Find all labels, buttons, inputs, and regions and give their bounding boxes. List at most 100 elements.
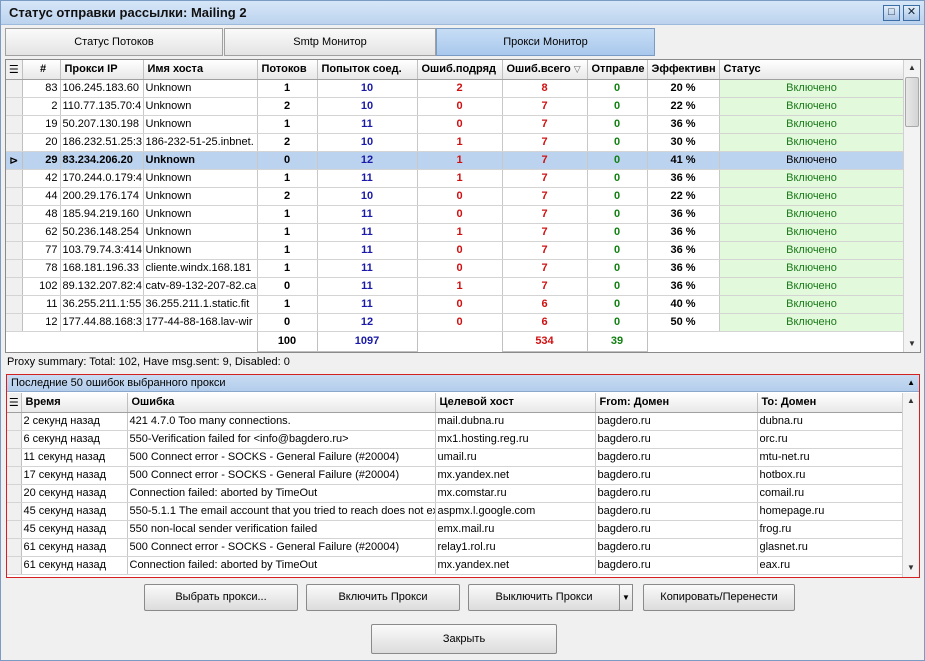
tab-proxy-monitor[interactable]: Прокси Монитор xyxy=(436,28,655,56)
proxy-host: 36.255.211.1.static.fit xyxy=(143,295,258,314)
proxy-sent: 0 xyxy=(587,151,648,170)
totals-empty-6 xyxy=(719,331,904,351)
proxy-errors-total: 7 xyxy=(502,259,588,278)
proxy-row[interactable]: 11 36.255.211.1:55 36.255.211.1.static.fit… xyxy=(6,295,905,314)
col-proxy-ip[interactable]: Прокси IP xyxy=(60,60,144,80)
error-row[interactable]: 17 секунд назад 500 Connect error - SOCKS… xyxy=(7,466,903,485)
col-from-domain[interactable]: From: Домен xyxy=(595,393,758,413)
window-title: Статус отправки рассылки: Mailing 2 xyxy=(9,5,247,20)
proxy-row[interactable]: 2 110.77.135.70:4 Unknown 2 10 0 7 0 22 % Включен… xyxy=(6,97,905,116)
tab-smtp-monitor[interactable]: Smtp Монитор xyxy=(224,28,436,56)
close-window-button[interactable]: ✕ xyxy=(903,5,920,21)
row-indicator xyxy=(6,241,23,260)
col-to-domain[interactable]: To: Домен xyxy=(757,393,903,413)
col-sent[interactable]: Отправле xyxy=(587,60,648,80)
proxy-ip: 186.232.51.25:3 xyxy=(60,133,144,152)
error-message: Connection failed: aborted by TimeOut xyxy=(127,484,436,503)
col-efficiency[interactable]: Эффективн xyxy=(647,60,720,80)
error-to-domain: homepage.ru xyxy=(757,502,903,521)
error-target-host: umail.ru xyxy=(435,448,596,467)
proxy-host: catv-89-132-207-82.ca xyxy=(143,277,258,296)
col-hostname[interactable]: Имя хоста xyxy=(143,60,258,80)
totals-spacer xyxy=(6,331,22,351)
proxy-ip: 168.181.196.33 xyxy=(60,259,144,278)
proxy-attempts: 11 xyxy=(317,295,418,314)
error-row-indicator xyxy=(7,466,22,485)
errors-scroll-up-icon[interactable]: ▲ xyxy=(907,396,915,405)
error-row[interactable]: 2 секунд назад 421 4.7.0 Too many connect… xyxy=(7,412,903,431)
col-threads[interactable]: Потоков xyxy=(257,60,318,80)
col-errors-row[interactable]: Ошиб.подряд xyxy=(417,60,503,80)
error-row[interactable]: 61 секунд назад Connection failed: aborte… xyxy=(7,556,903,575)
error-row[interactable]: 45 секунд назад 550 non-local sender veri… xyxy=(7,520,903,539)
proxy-row[interactable]: 12 177.44.88.168:3 177-44-88-168.lav-wir 0 1… xyxy=(6,313,905,332)
proxy-row[interactable]: 78 168.181.196.33 cliente.windx.168.181 1 11… xyxy=(6,259,905,278)
error-target-host: emx.mail.ru xyxy=(435,520,596,539)
proxy-sent: 0 xyxy=(587,97,648,116)
error-row-indicator xyxy=(7,538,22,557)
error-row[interactable]: 6 секунд назад 550-Verification failed fo… xyxy=(7,430,903,449)
proxy-attempts: 10 xyxy=(317,79,418,98)
close-button[interactable]: Закрыть xyxy=(371,624,557,654)
proxy-efficiency: 20 % xyxy=(647,79,720,98)
copy-move-button[interactable]: Копировать/Перенести xyxy=(643,584,795,611)
grid-menu-icon[interactable]: ☰ xyxy=(6,60,23,80)
proxy-row[interactable]: 83 106.245.183.60 Unknown 1 10 2 8 0 20 % Включен… xyxy=(6,79,905,98)
proxy-scroll-thumb[interactable] xyxy=(905,77,919,127)
proxy-num: 2 xyxy=(22,97,61,116)
error-row[interactable]: 20 секунд назад Connection failed: aborte… xyxy=(7,484,903,503)
col-errors-total[interactable]: Ошиб.всего ▽ xyxy=(502,60,588,80)
error-row[interactable]: 45 секунд назад 550-5.1.1 The email accou… xyxy=(7,502,903,521)
errors-scrollbar[interactable]: ▲ ▼ xyxy=(902,393,919,577)
totals-empty-3 xyxy=(143,331,257,351)
proxy-row[interactable]: 62 50.236.148.254 Unknown 1 11 1 7 0 36 % Включен… xyxy=(6,223,905,242)
disable-proxy-dropdown-icon[interactable]: ▼ xyxy=(619,584,633,611)
error-target-host: mx.yandex.net xyxy=(435,466,596,485)
proxy-attempts: 12 xyxy=(317,313,418,332)
col-num[interactable]: # xyxy=(22,60,61,80)
proxy-host: Unknown xyxy=(143,187,258,206)
error-row[interactable]: 11 секунд назад 500 Connect error - SOCKS… xyxy=(7,448,903,467)
tab-thread-status[interactable]: Статус Потоков xyxy=(5,28,223,56)
select-proxy-button[interactable]: Выбрать прокси... xyxy=(144,584,298,611)
proxy-attempts: 11 xyxy=(317,115,418,134)
proxy-threads: 1 xyxy=(257,115,318,134)
proxy-errors-total: 7 xyxy=(502,115,588,134)
errors-scroll-down-icon[interactable]: ▼ xyxy=(907,563,915,572)
scroll-up-icon[interactable]: ▲ xyxy=(908,63,916,72)
col-error[interactable]: Ошибка xyxy=(127,393,436,413)
error-to-domain: hotbox.ru xyxy=(757,466,903,485)
disable-proxy-button[interactable]: Выключить Прокси xyxy=(468,584,620,611)
collapse-icon[interactable]: ▲ xyxy=(907,378,915,387)
restore-button[interactable]: □ xyxy=(883,5,900,21)
total-attempts: 1097 xyxy=(316,330,418,352)
proxy-row[interactable]: 42 170.244.0.179:4 Unknown 1 11 1 7 0 36 % Включе… xyxy=(6,169,905,188)
proxy-efficiency: 36 % xyxy=(647,277,720,296)
proxy-row[interactable]: 48 185.94.219.160 Unknown 1 11 0 7 0 36 % Включен… xyxy=(6,205,905,224)
col-attempts[interactable]: Попыток соед. xyxy=(317,60,418,80)
proxy-row[interactable]: 102 89.132.207.82:4 catv-89-132-207-82.ca 0… xyxy=(6,277,905,296)
errors-grid-menu-icon[interactable]: ☰ xyxy=(7,393,22,413)
enable-proxy-button[interactable]: Включить Прокси xyxy=(306,584,460,611)
proxy-attempts: 12 xyxy=(317,151,418,170)
proxy-row[interactable]: 19 50.207.130.198 Unknown 1 11 0 7 0 36 % Включен… xyxy=(6,115,905,134)
col-time[interactable]: Время xyxy=(21,393,128,413)
error-target-host: mx.comstar.ru xyxy=(435,484,596,503)
error-target-host: mx.yandex.net xyxy=(435,556,596,575)
proxy-efficiency: 36 % xyxy=(647,223,720,242)
col-target-host[interactable]: Целевой хост xyxy=(435,393,596,413)
proxy-row[interactable]: 77 103.79.74.3:414 Unknown 1 11 0 7 0 36 % Включе… xyxy=(6,241,905,260)
proxy-grid: ☰ # Прокси IP Имя хоста Потоков Попыток … xyxy=(5,59,921,353)
proxy-scrollbar[interactable]: ▲ ▼ xyxy=(903,60,920,352)
row-indicator xyxy=(6,133,23,152)
proxy-row[interactable]: 20 186.232.51.25:3 186-232-51-25.inbnet. 2 1… xyxy=(6,133,905,152)
proxy-row[interactable]: ⊳ 29 83.234.206.20 Unknown 0 12 1 7 0 41 % Включен… xyxy=(6,151,905,170)
error-row[interactable]: 61 секунд назад 500 Connect error - SOCKS… xyxy=(7,538,903,557)
error-message: 500 Connect error - SOCKS - General Fail… xyxy=(127,538,436,557)
scroll-down-icon[interactable]: ▼ xyxy=(908,339,916,348)
proxy-row[interactable]: 44 200.29.176.174 Unknown 2 10 0 7 0 22 % Включен… xyxy=(6,187,905,206)
col-status[interactable]: Статус xyxy=(719,60,905,80)
error-time: 11 секунд назад xyxy=(21,448,128,467)
totals-empty-2 xyxy=(60,331,143,351)
proxy-errors-total: 6 xyxy=(502,295,588,314)
